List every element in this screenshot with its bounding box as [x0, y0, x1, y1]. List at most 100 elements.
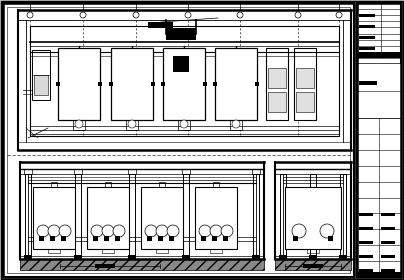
Bar: [39, 236, 44, 241]
Circle shape: [156, 225, 168, 237]
Bar: [102, 247, 114, 253]
Bar: [223, 48, 233, 53]
Bar: [163, 189, 181, 209]
Bar: [253, 174, 259, 256]
Bar: [163, 48, 205, 120]
Bar: [310, 174, 316, 256]
Bar: [105, 182, 111, 187]
Bar: [359, 81, 377, 85]
Bar: [30, 26, 339, 136]
Bar: [173, 56, 189, 72]
Circle shape: [102, 225, 114, 237]
Bar: [129, 174, 135, 256]
Bar: [275, 259, 351, 270]
Bar: [32, 50, 50, 100]
Bar: [34, 75, 48, 95]
Bar: [20, 259, 264, 270]
Bar: [24, 255, 32, 259]
Bar: [359, 269, 373, 272]
Circle shape: [221, 225, 233, 237]
Bar: [359, 255, 373, 258]
Bar: [357, 52, 401, 58]
Circle shape: [75, 120, 83, 128]
Bar: [159, 182, 165, 187]
Bar: [357, 3, 401, 277]
Bar: [381, 213, 395, 216]
Bar: [303, 264, 323, 268]
Circle shape: [237, 12, 243, 18]
Circle shape: [59, 225, 71, 237]
Circle shape: [295, 12, 301, 18]
Bar: [239, 48, 249, 53]
Bar: [74, 169, 82, 174]
Bar: [48, 247, 60, 253]
Bar: [328, 236, 333, 241]
Bar: [119, 48, 129, 53]
Bar: [126, 118, 138, 130]
Circle shape: [27, 12, 33, 18]
Circle shape: [80, 12, 86, 18]
Bar: [183, 174, 189, 256]
Bar: [293, 236, 298, 241]
Circle shape: [48, 225, 60, 237]
Bar: [218, 78, 254, 98]
Bar: [109, 189, 127, 209]
Bar: [61, 52, 97, 76]
Circle shape: [128, 120, 136, 128]
Bar: [296, 92, 314, 112]
Bar: [357, 63, 401, 118]
Bar: [213, 82, 217, 86]
Bar: [266, 48, 288, 120]
Bar: [359, 213, 373, 216]
Bar: [285, 187, 341, 249]
Bar: [381, 269, 395, 272]
Bar: [74, 255, 82, 259]
Bar: [255, 82, 259, 86]
Bar: [56, 82, 60, 86]
Bar: [215, 48, 257, 120]
Bar: [287, 189, 312, 209]
Bar: [381, 227, 395, 230]
Bar: [359, 14, 375, 17]
Bar: [280, 174, 286, 256]
Bar: [359, 36, 375, 39]
Bar: [381, 241, 395, 244]
Bar: [135, 48, 145, 53]
Bar: [35, 213, 73, 245]
Bar: [75, 174, 81, 256]
Bar: [109, 82, 113, 86]
Circle shape: [336, 12, 342, 18]
Bar: [357, 272, 401, 277]
Bar: [89, 189, 107, 209]
Bar: [141, 187, 183, 249]
Bar: [128, 255, 136, 259]
Bar: [115, 236, 120, 241]
Bar: [166, 78, 202, 98]
Bar: [104, 236, 109, 241]
Bar: [114, 78, 150, 98]
Bar: [35, 189, 53, 209]
Bar: [25, 174, 31, 256]
Circle shape: [133, 12, 139, 18]
Bar: [82, 48, 92, 53]
Bar: [359, 227, 373, 230]
Bar: [169, 236, 174, 241]
Bar: [151, 82, 155, 86]
Bar: [339, 255, 347, 259]
Bar: [143, 189, 161, 209]
Bar: [294, 48, 316, 120]
Circle shape: [91, 225, 103, 237]
Bar: [296, 68, 314, 88]
Bar: [223, 236, 228, 241]
Bar: [171, 48, 181, 53]
Bar: [309, 255, 317, 259]
Bar: [50, 236, 55, 241]
Bar: [340, 174, 346, 256]
Bar: [357, 3, 401, 277]
Bar: [93, 236, 98, 241]
Bar: [252, 169, 260, 174]
Bar: [201, 236, 206, 241]
Bar: [359, 241, 373, 244]
Circle shape: [185, 12, 191, 18]
Bar: [210, 247, 222, 253]
